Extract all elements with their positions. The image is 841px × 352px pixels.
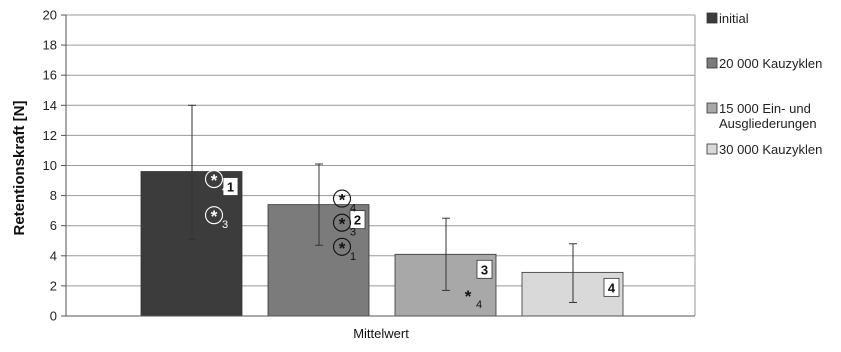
significance-ref: 1 [350, 251, 356, 263]
legend-swatch [706, 143, 718, 155]
y-tick-label: 12 [43, 128, 57, 143]
significance-star: * [339, 239, 346, 258]
bar-number-label: 2 [354, 213, 361, 228]
y-tick-label: 8 [50, 188, 57, 203]
bar-number-label: 4 [608, 280, 616, 295]
significance-star: * [211, 207, 218, 226]
significance-ref: 3 [350, 227, 356, 239]
y-tick-label: 6 [50, 218, 57, 233]
significance-ref: 4 [476, 299, 482, 311]
significance-circle [204, 206, 224, 225]
bar-number-box [222, 177, 239, 196]
legend-label: 30 000 Kauzyklen [719, 142, 822, 157]
significance-circle [332, 237, 352, 256]
significance-star: * [339, 215, 346, 234]
legend-label: initial [719, 11, 749, 26]
bar-number-box [603, 277, 620, 297]
legend-label: Ausgliederungen [719, 116, 817, 131]
y-axis-label: Retentionskraft [N] [11, 100, 28, 235]
x-axis-label: Mittelwert [353, 326, 409, 341]
significance-star: * [211, 171, 218, 190]
bar-number-label: 3 [481, 262, 488, 277]
error-bars [188, 104, 577, 303]
legend-label: 15 000 Ein- und [719, 101, 811, 116]
significance-ref: 4 [350, 203, 356, 215]
bars [140, 171, 624, 317]
bar-number-box [476, 259, 493, 279]
y-tick-label: 16 [43, 68, 57, 83]
axes [61, 14, 696, 317]
y-tick-label: 14 [43, 98, 57, 113]
legend-swatch [706, 102, 718, 114]
significance-circle [332, 213, 352, 232]
bar-number-label: 1 [227, 180, 234, 195]
significance-ref: 3 [222, 219, 228, 231]
y-tick-label: 20 [43, 8, 57, 23]
significance-star: * [339, 191, 346, 210]
y-tick-label: 2 [50, 278, 57, 293]
legend: initial 20 000 Kauzyklen 15 000 Ein- undAu… [706, 11, 822, 157]
legend-swatch [706, 57, 718, 69]
y-tick-label: 0 [50, 309, 57, 324]
significance-ref: 4 [222, 183, 228, 195]
y-tick-label: 4 [50, 248, 57, 263]
legend-swatch [706, 12, 718, 24]
y-tick-label: 18 [43, 38, 57, 53]
legend-label: 20 000 Kauzyklen [719, 56, 822, 71]
significance-star: * [465, 287, 472, 306]
y-tick-labels: 0 2 4 6 8 10 12 14 16 18 20 [43, 8, 57, 324]
annotations: 1* 3* 42* 1* 3* 43* 44 [204, 169, 620, 311]
significance-circle [204, 169, 224, 189]
significance-circle [332, 189, 352, 208]
y-tick-label: 10 [43, 158, 57, 173]
